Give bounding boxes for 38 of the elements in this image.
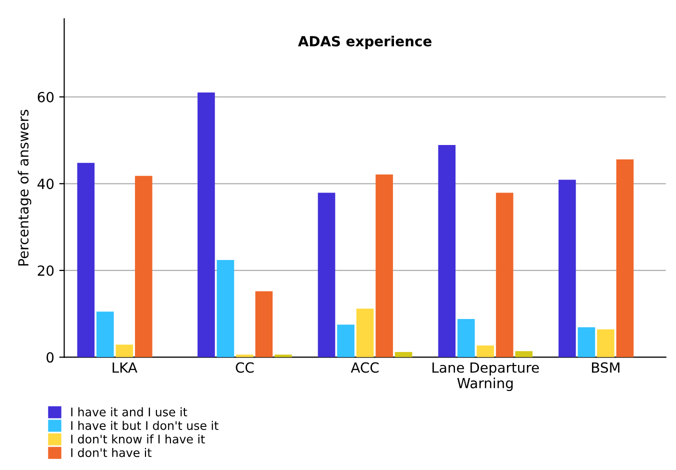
- bar: [216, 260, 234, 358]
- bar: [337, 324, 354, 358]
- bar: [394, 352, 412, 358]
- y-tick-label: 0: [46, 352, 54, 363]
- y-tick-label: 60: [38, 92, 54, 102]
- bar: [515, 351, 533, 358]
- x-tick-label: CC: [236, 362, 254, 373]
- bar: [318, 192, 336, 358]
- bar: [198, 92, 215, 358]
- bar: [134, 176, 152, 358]
- bar: [578, 327, 596, 358]
- bar: [96, 312, 114, 358]
- bar: [597, 329, 614, 358]
- bar: [616, 159, 634, 358]
- bar: [476, 345, 494, 358]
- bar: [376, 174, 393, 358]
- x-tick-label: BSM: [592, 362, 620, 373]
- bar: [438, 145, 456, 358]
- legend-label: I don't know if I have it: [71, 434, 205, 444]
- bar: [77, 162, 95, 358]
- bar: [496, 192, 514, 358]
- x-tick-label: LKA: [112, 362, 138, 373]
- legend-label: I don't have it: [71, 448, 152, 458]
- bar: [255, 291, 273, 358]
- bar: [457, 319, 475, 358]
- legend-label: I have it but I don't use it: [71, 420, 218, 430]
- bar: [116, 344, 134, 358]
- bar: [356, 308, 374, 358]
- y-axis-title: Percentage of answers: [18, 110, 32, 266]
- bar: [558, 180, 576, 358]
- text: ADAS experience: [298, 36, 432, 50]
- x-tick-label: ACC: [350, 362, 379, 373]
- legend-label: I have it and I use it: [71, 407, 188, 416]
- y-tick-label: 20: [38, 265, 54, 276]
- y-tick-label: 40: [38, 178, 54, 190]
- bar: [274, 354, 292, 358]
- bar: [236, 354, 254, 358]
- x-tick-label: Lane Departure Warning: [432, 362, 539, 392]
